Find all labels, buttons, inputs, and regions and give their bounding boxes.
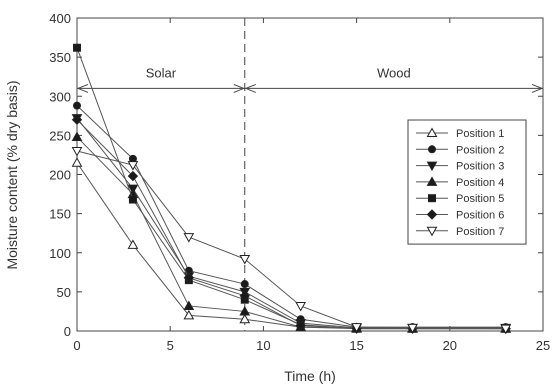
y-tick-label: 350 xyxy=(49,50,71,65)
y-axis-label: Moisture content (% dry basis) xyxy=(4,80,20,269)
data-point xyxy=(295,301,307,312)
data-point xyxy=(127,239,139,249)
data-point xyxy=(183,272,195,283)
arrow-head xyxy=(244,83,256,93)
data-point xyxy=(128,195,137,204)
data-point xyxy=(71,114,83,125)
data-point xyxy=(73,101,81,110)
x-axis-label: Time (h) xyxy=(284,368,336,384)
region-label-solar: Solar xyxy=(146,65,177,80)
x-tick-label: 25 xyxy=(536,338,550,353)
legend-marker xyxy=(426,209,438,220)
data-point xyxy=(183,233,195,243)
y-tick-label: 50 xyxy=(57,285,71,300)
data-point xyxy=(183,309,195,320)
arrow-head xyxy=(76,83,89,93)
data-point xyxy=(295,320,306,331)
x-tick-label: 15 xyxy=(349,338,363,353)
y-tick-label: 250 xyxy=(49,128,71,143)
data-point xyxy=(71,147,83,157)
series-line xyxy=(76,150,506,330)
legend-label: Position 1 xyxy=(456,128,504,140)
series-7 xyxy=(71,147,512,335)
data-point xyxy=(407,323,418,334)
legend-marker xyxy=(426,226,438,237)
y-tick-label: 200 xyxy=(49,168,71,183)
x-tick-label: 20 xyxy=(443,338,457,353)
data-point xyxy=(239,313,251,324)
data-point xyxy=(239,255,251,265)
legend-label: Position 2 xyxy=(456,144,504,156)
legend-label: Position 4 xyxy=(456,177,504,189)
data-point xyxy=(71,157,83,167)
data-point xyxy=(351,323,362,333)
data-point xyxy=(500,324,512,335)
data-point xyxy=(183,300,195,310)
arrow-head xyxy=(531,83,544,93)
legend-marker xyxy=(426,176,438,186)
legend-label: Position 7 xyxy=(456,226,504,238)
data-point xyxy=(127,161,139,171)
y-tick-label: 300 xyxy=(49,89,71,104)
y-tick-label: 0 xyxy=(64,324,71,339)
x-tick-label: 5 xyxy=(167,338,174,353)
y-tick-label: 150 xyxy=(49,207,71,222)
y-tick-label: 100 xyxy=(49,246,71,261)
x-tick-label: 0 xyxy=(73,338,80,353)
legend-label: Position 3 xyxy=(456,161,504,173)
legend-label: Position 6 xyxy=(456,210,504,222)
data-point xyxy=(240,280,249,289)
y-tick-label: 400 xyxy=(49,11,71,26)
data-point xyxy=(73,43,81,52)
legend-marker xyxy=(428,194,436,203)
data-point xyxy=(239,290,250,301)
region-label-wood: Wood xyxy=(377,65,411,80)
data-point xyxy=(127,170,139,182)
arrow-head xyxy=(233,83,246,93)
data-point xyxy=(239,305,251,316)
legend-marker xyxy=(428,145,436,154)
x-tick-label: 10 xyxy=(256,338,270,353)
legend-marker xyxy=(426,127,438,137)
data-point xyxy=(71,131,83,141)
legend-label: Position 5 xyxy=(456,193,504,205)
legend-marker xyxy=(426,161,438,172)
series-line xyxy=(76,119,506,330)
